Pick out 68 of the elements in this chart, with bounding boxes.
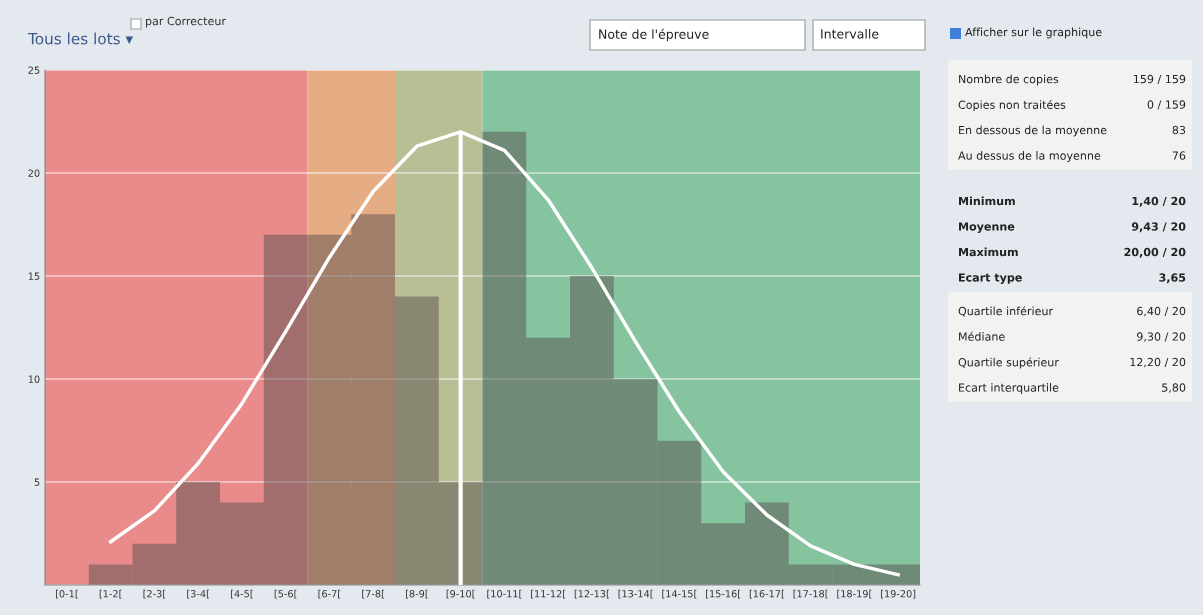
- x-tick-label: [2-3[: [143, 589, 166, 599]
- y-tick-label: 25: [28, 66, 40, 74]
- text: 76: [1172, 151, 1186, 160]
- text: 6,40 / 20: [1137, 306, 1186, 317]
- text: Ecart interquartile: [959, 383, 1059, 394]
- x-tick-label: [5-6[: [274, 589, 297, 599]
- bar: [745, 502, 789, 585]
- y-tick-label: 20: [28, 169, 40, 177]
- text: Ecart type: [959, 273, 1022, 284]
- text: En dessous de la moyenne: [959, 125, 1107, 137]
- bar: [526, 337, 570, 585]
- x-tick-label: [0-1[: [55, 589, 78, 599]
- text: 5,80: [1162, 383, 1186, 393]
- x-tick-label: [7-8[: [362, 589, 384, 599]
- y-tick-label: 10: [28, 375, 40, 383]
- bar: [88, 564, 133, 585]
- text: Copies non traitées: [958, 99, 1066, 112]
- text: Au dessus de la moyenne: [958, 151, 1101, 162]
- bar: [657, 440, 702, 585]
- y-tick-label: 15: [28, 272, 40, 280]
- text: Nombre de copies: [959, 74, 1059, 86]
- text: Moyenne: [959, 222, 1015, 233]
- text: 1,40 / 20: [1132, 196, 1186, 207]
- text: par Correcteur: [146, 16, 226, 28]
- text: Maximum: [959, 247, 1018, 257]
- x-tick-label: [14-15[: [662, 589, 697, 599]
- text: Minimum: [959, 196, 1015, 206]
- x-tick-label: [8-9[: [405, 589, 428, 599]
- x-tick-label: [6-7[: [318, 589, 341, 599]
- text: 0 / 159: [1147, 100, 1186, 110]
- text: 3,65: [1159, 273, 1186, 284]
- bar: [220, 502, 264, 585]
- text: 83: [1172, 125, 1186, 135]
- x-tick-label: [4-5[: [230, 589, 253, 599]
- text: Quartile inférieur: [958, 306, 1054, 317]
- x-tick-label: [13-14[: [618, 589, 653, 599]
- text: 20,00 / 20: [1124, 247, 1186, 258]
- x-tick-label: [3-4[: [187, 589, 209, 599]
- text: Afficher sur le graphique: [965, 27, 1102, 39]
- x-tick-label: [10-11[: [487, 589, 522, 599]
- bar: [176, 482, 220, 585]
- x-tick-label: [9-10[: [446, 589, 475, 599]
- x-tick-label: [1-2[: [99, 589, 122, 599]
- text: 9,30 / 20: [1137, 332, 1186, 342]
- text: 9,43 / 20: [1131, 222, 1186, 233]
- text: Médiane: [959, 331, 1005, 341]
- bar: [570, 276, 614, 585]
- x-tick-label: [16-17[: [749, 589, 784, 599]
- x-tick-label: [15-16[: [706, 589, 741, 599]
- bar: [438, 482, 483, 585]
- text: Intervalle: [821, 28, 879, 39]
- bar: [701, 523, 745, 585]
- bar: [132, 543, 177, 585]
- text: Note de l'épreuve: [599, 28, 709, 42]
- bar: [307, 234, 352, 585]
- x-tick-label: [18-19[: [837, 589, 872, 599]
- text: 12,20 / 20: [1130, 357, 1186, 368]
- text: Quartile supérieur: [958, 357, 1059, 369]
- text: 159 / 159: [1134, 74, 1186, 85]
- x-tick-label: [19-20]: [881, 589, 916, 599]
- bar: [788, 564, 833, 585]
- y-tick-label: 5: [34, 478, 40, 486]
- x-tick-label: [12-13[: [574, 589, 609, 599]
- text: Tous les lots ▾: [27, 32, 134, 45]
- bar: [395, 296, 439, 585]
- x-tick-label: [17-18[: [793, 589, 828, 599]
- x-tick-label: [11-12[: [531, 589, 566, 599]
- bar: [613, 379, 658, 585]
